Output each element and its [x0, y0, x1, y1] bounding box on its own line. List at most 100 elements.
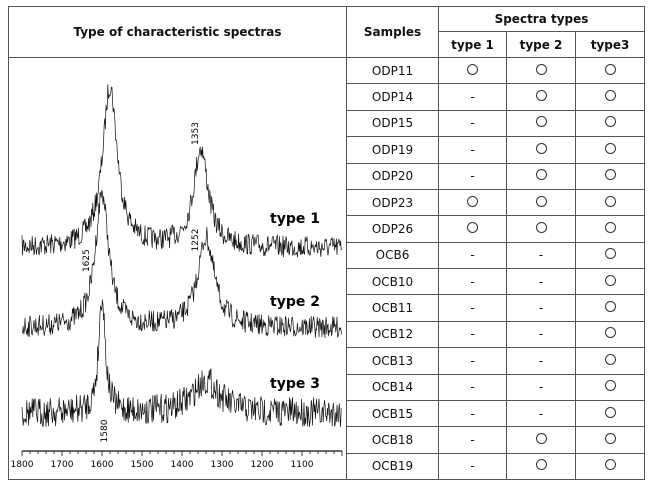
peak-label: 1580 — [100, 419, 110, 442]
type2-cell — [506, 56, 576, 85]
type1-cell: - — [438, 267, 507, 296]
present-circle-icon — [535, 90, 547, 102]
type3-cell — [574, 320, 646, 349]
present-circle-icon — [604, 432, 616, 444]
type1-cell: - — [438, 162, 507, 190]
type3-cell — [574, 373, 646, 401]
present-circle-icon — [604, 195, 616, 207]
present-circle-icon — [604, 301, 616, 313]
absent-dash: - — [470, 90, 475, 105]
type1-cell: - — [438, 241, 507, 270]
type3-cell — [574, 399, 646, 428]
samples-table-body: type 1 1353 type 2 1625 1252 type 3 1580 1800 17… — [8, 56, 646, 480]
present-circle-icon — [604, 327, 616, 339]
sample-name-cell: ODP26 — [346, 215, 439, 243]
type3-cell — [574, 426, 646, 454]
spectra-types-header: Spectra types — [437, 6, 646, 32]
type2-cell — [506, 452, 576, 480]
table-row: ODP14 - — [9, 83, 646, 111]
type3-cell — [574, 83, 646, 111]
absent-dash: - — [538, 406, 544, 421]
type3-cell — [574, 109, 646, 138]
spectra-title-header: Type of characteristic spectras — [8, 6, 347, 58]
spectra-chart: type 1 1353 type 2 1625 1252 type 3 1580 1800 17… — [10, 84, 342, 470]
type1-cell: - — [438, 452, 507, 480]
type1-cell — [438, 188, 507, 217]
peak-label: 1252 — [191, 229, 201, 252]
absent-dash: - — [470, 406, 475, 421]
type1-header: type 1 — [438, 31, 507, 58]
type1-cell: - — [438, 294, 507, 322]
present-circle-icon — [467, 63, 478, 75]
absent-dash: - — [538, 301, 544, 316]
absent-dash: - — [538, 248, 544, 263]
sample-name-cell: OCB11 — [346, 294, 439, 322]
sample-name-cell: OCB10 — [346, 267, 439, 296]
type1-cell — [438, 56, 507, 85]
sample-name-cell: ODP14 — [346, 83, 439, 111]
present-circle-icon — [535, 63, 547, 75]
absent-dash: - — [538, 327, 544, 342]
x-tick-label: 1400 — [170, 460, 193, 470]
spectra-chart-cell: type 1 1353 type 2 1625 1252 type 3 1580 1800 17… — [8, 57, 347, 480]
absent-dash: - — [470, 248, 475, 263]
absent-dash: - — [470, 380, 475, 395]
type1-cell — [438, 215, 507, 243]
peak-label: 1625 — [82, 249, 92, 272]
x-tick-label: 1300 — [210, 460, 233, 470]
x-tick-label: 1200 — [250, 460, 273, 470]
absent-dash: - — [538, 274, 544, 289]
type1-cell: - — [438, 109, 507, 138]
absent-dash: - — [470, 142, 475, 157]
sample-name-cell: ODP23 — [346, 188, 439, 217]
type2-cell — [506, 215, 576, 243]
absent-dash: - — [470, 327, 475, 342]
type2-cell — [506, 188, 576, 217]
sample-name-cell: ODP15 — [346, 109, 439, 138]
table-row: OCB15 - - — [9, 399, 646, 428]
absent-dash: - — [470, 459, 475, 474]
present-circle-icon — [604, 459, 616, 471]
type1-cell: - — [438, 373, 507, 401]
type1-cell: - — [438, 136, 507, 164]
type3-header: type3 — [574, 31, 646, 58]
sample-name-cell: OCB18 — [346, 426, 439, 454]
present-circle-icon — [535, 221, 547, 233]
present-circle-icon — [604, 63, 616, 75]
present-circle-icon — [604, 274, 616, 286]
present-circle-icon — [604, 353, 616, 365]
type1-cell: - — [438, 83, 507, 111]
sample-name-cell: ODP20 — [346, 162, 439, 190]
absent-dash: - — [470, 432, 475, 447]
type2-cell: - — [506, 241, 576, 270]
present-circle-icon — [535, 195, 547, 207]
type3-cell — [574, 136, 646, 164]
type1-cell: - — [438, 399, 507, 428]
table-row: ODP19 - — [9, 136, 646, 164]
type2-cell: - — [506, 320, 576, 349]
absent-dash: - — [470, 116, 475, 131]
type3-cell — [574, 347, 646, 375]
present-circle-icon — [535, 169, 547, 181]
type3-cell — [574, 241, 646, 270]
type3-cell — [574, 452, 646, 480]
present-circle-icon — [604, 406, 616, 418]
present-circle-icon — [604, 90, 616, 102]
present-circle-icon — [467, 221, 478, 233]
sample-name-cell: OCB15 — [346, 399, 439, 428]
table-row: OCB13 - - — [9, 347, 646, 375]
sample-name-cell: OCB6 — [346, 241, 439, 270]
type2-cell — [506, 83, 576, 111]
type1-cell: - — [438, 426, 507, 454]
x-tick-label: 1100 — [290, 460, 313, 470]
absent-dash: - — [470, 301, 475, 316]
table-row: type 1 1353 type 2 1625 1252 type 3 1580 1800 17… — [8, 56, 646, 480]
type3-cell — [574, 215, 646, 243]
x-tick-label: 1700 — [50, 460, 73, 470]
samples-header: Samples — [346, 6, 439, 58]
table-row: ODP26 — [9, 215, 646, 243]
spectrum-line-1 — [21, 84, 342, 258]
type3-cell — [574, 56, 646, 85]
type2-cell: - — [506, 267, 576, 296]
present-circle-icon — [467, 195, 478, 207]
